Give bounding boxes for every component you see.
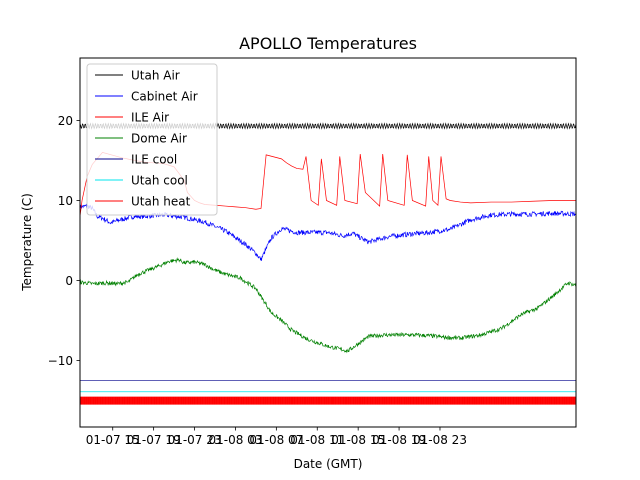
legend-label: Utah cool — [131, 174, 188, 188]
chart-title: APOLLO Temperatures — [239, 34, 417, 53]
plot-frame — [79, 57, 577, 428]
x-tick-label: 01-08 23 — [413, 433, 467, 447]
x-tick-label: 01-07 23 — [168, 433, 222, 447]
y-axis-label: Temperature (C) — [20, 193, 34, 292]
x-axis-label: Date (GMT) — [294, 457, 363, 471]
x-tick-label: 01-08 19 — [372, 433, 426, 447]
y-tick-label: −10 — [48, 354, 73, 368]
y-tick-label: 10 — [58, 194, 73, 208]
legend-box — [86, 63, 218, 216]
x-tick-label: 01-07 19 — [127, 433, 181, 447]
x-tick-label: 01-08 15 — [331, 433, 385, 447]
legend-label: Cabinet Air — [131, 90, 198, 104]
series-line-utah-heat — [80, 396, 576, 405]
x-tick-label: 01-08 03 — [208, 433, 262, 447]
x-tick-label: 01-08 07 — [249, 433, 303, 447]
legend-label: ILE cool — [131, 153, 177, 167]
legend-label: Dome Air — [131, 132, 187, 146]
x-tick-label: 01-07 15 — [86, 433, 140, 447]
legend-label: Utah Air — [131, 69, 180, 83]
legend-label: ILE Air — [131, 111, 169, 125]
series-line-dome-air — [80, 257, 576, 354]
y-tick-label: 0 — [65, 274, 73, 288]
legend: Utah Air Cabinet Air ILE Air Dome Air ILE co… — [86, 63, 218, 216]
legend-label: Utah heat — [131, 195, 191, 209]
y-tick-label: 20 — [58, 114, 73, 128]
x-tick-label: 01-08 11 — [290, 433, 344, 447]
